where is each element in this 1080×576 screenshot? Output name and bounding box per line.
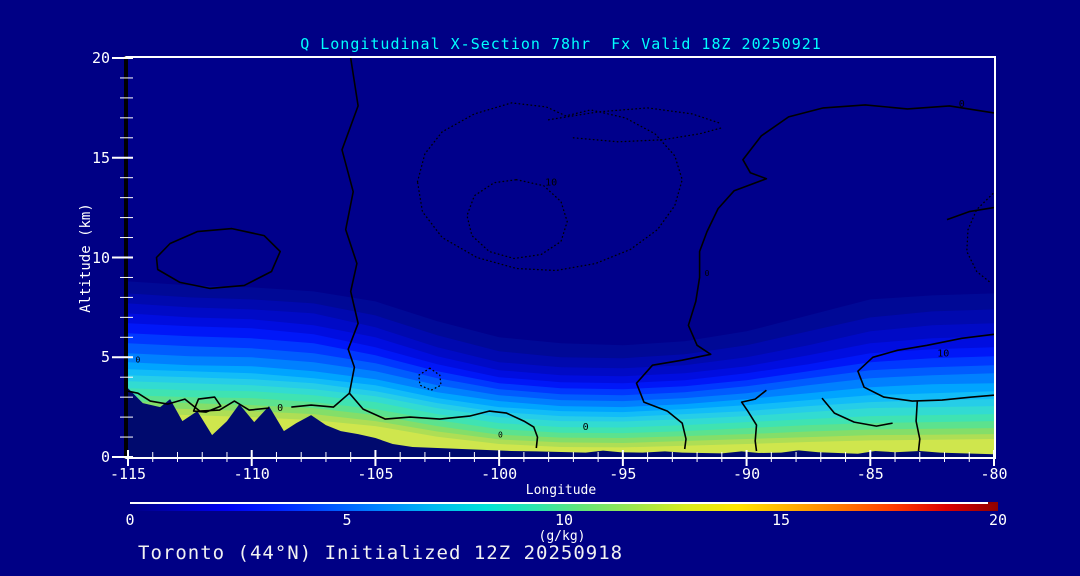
colorbar-units: (g/kg) — [538, 529, 586, 544]
x-tick-label: -105 — [357, 465, 394, 483]
contour-label: 10 — [937, 348, 949, 359]
x-tick-label: -100 — [481, 465, 518, 483]
overlay-contour-lines — [128, 58, 994, 452]
contour-label: 0 — [498, 431, 503, 440]
colorbar-gradient — [130, 504, 998, 511]
x-tick-label: -90 — [733, 465, 761, 483]
y-tick-label: 10 — [91, 248, 110, 267]
contour-label: 0 — [705, 269, 710, 278]
contour-label: 0 — [135, 356, 140, 365]
colorbar-tick-label: 15 — [771, 511, 791, 529]
colorbar-top-line — [130, 502, 988, 504]
y-tick-label: 15 — [91, 148, 110, 167]
colorbar-tick-label: 0 — [125, 511, 135, 529]
contour-label: 10 — [545, 178, 557, 189]
y-tick-label: 20 — [91, 49, 110, 67]
x-tick-label: -80 — [980, 465, 1008, 483]
x-tick-label: -95 — [609, 465, 637, 483]
colorbar-tick-label: 5 — [342, 511, 352, 529]
terrain-silhouette — [128, 388, 994, 457]
x-tick-label: -85 — [856, 465, 884, 483]
contour-label: 0 — [277, 403, 283, 414]
colorbar-tick-label: 10 — [554, 511, 574, 529]
init-caption: Toronto (44°N) Initialized 12Z 20250918 — [138, 542, 624, 564]
y-tick-label: 5 — [100, 348, 110, 367]
x-tick-label: -115 — [109, 465, 147, 483]
field-svg: 0 0 0 0 0 0 10 10 — [128, 58, 994, 457]
contour-labels: 0 0 0 0 0 0 10 10 — [135, 99, 964, 440]
plot-area: 0 0 0 0 0 0 10 10 — [124, 56, 996, 459]
contour-label: 0 — [959, 99, 965, 110]
contour-label: 0 — [583, 422, 589, 433]
chart-title: Q Longitudinal X-Section 78hr Fx Valid 1… — [300, 35, 822, 53]
colorbar-tick-label: 20 — [988, 511, 1008, 529]
x-axis-title: Longitude — [525, 483, 597, 498]
x-tick-label: -110 — [233, 465, 270, 483]
y-tick-label: 0 — [100, 448, 110, 466]
